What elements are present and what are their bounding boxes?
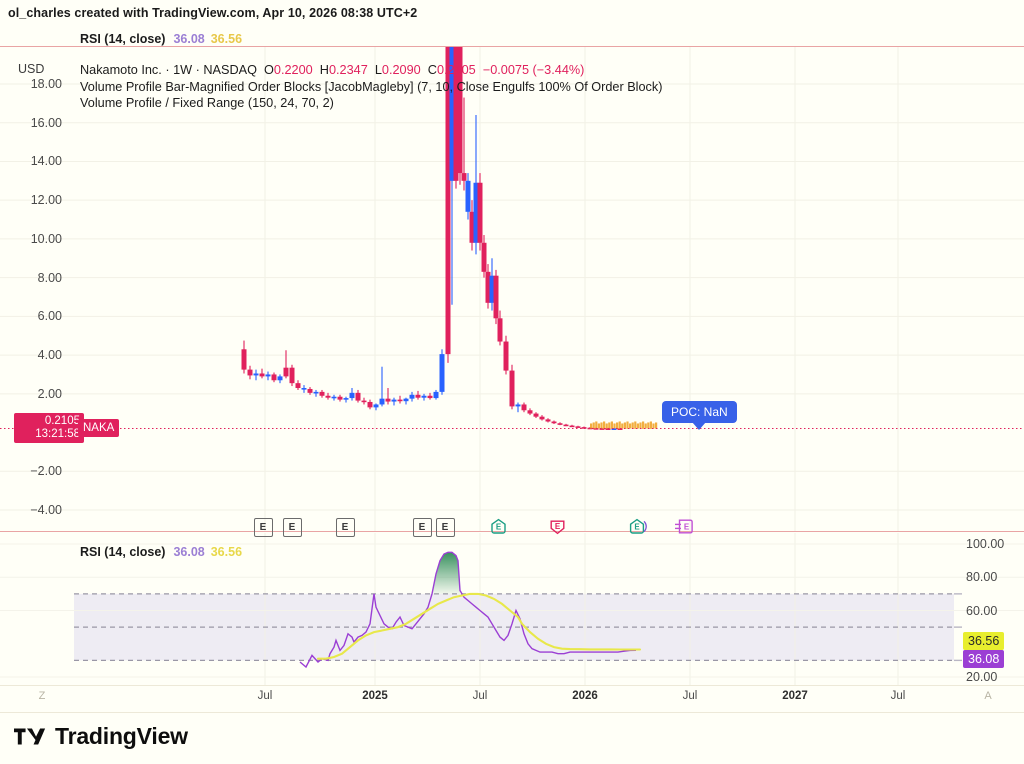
ohlc-close-value: 0.2105	[436, 63, 476, 77]
earnings-marker-square[interactable]: E	[253, 518, 273, 537]
top-rsi-legend-value-primary: 36.08	[173, 32, 205, 46]
tradingview-mark-icon	[14, 728, 46, 745]
tradingview-wordmark: TradingView	[55, 723, 188, 749]
price-y-tick: 10.00	[30, 231, 62, 246]
earnings-marker-shield[interactable]: E	[548, 518, 568, 535]
top-rsi-legend: RSI (14, close) 36.08 36.56	[80, 32, 242, 46]
x-axis-top-border	[0, 685, 1024, 686]
price-change: −0.0075 (−3.44%)	[482, 63, 585, 77]
attribution-text: ol_charles created with TradingView.com,…	[8, 6, 418, 20]
symbol-name[interactable]: Nakamoto Inc. · 1W · NASDAQ	[80, 63, 257, 77]
earnings-marker-square[interactable]: E	[412, 518, 432, 537]
rsi-y-tick: 100.00	[966, 537, 1005, 551]
x-axis-tick: 2027	[782, 690, 808, 702]
earnings-marker-square[interactable]: E	[335, 518, 355, 537]
price-y-tick: 12.00	[30, 193, 62, 208]
ohlc-high-label: H	[319, 63, 329, 77]
last-price-value: 0.2105	[44, 415, 80, 428]
price-y-tick: 18.00	[30, 77, 62, 91]
x-axis-right-marker: A	[984, 690, 992, 702]
x-axis-left-marker: Z	[38, 690, 46, 702]
rsi-legend[interactable]: RSI (14, close) 36.08 36.56	[80, 545, 242, 559]
rsi-value-primary: 36.08	[173, 545, 205, 559]
price-y-tick: 14.00	[30, 154, 62, 169]
price-y-tick: 6.00	[37, 309, 62, 324]
price-pane-background	[0, 47, 1024, 531]
earnings-marker-pentagon[interactable]: E	[489, 518, 509, 535]
earnings-marker-square[interactable]: E	[435, 518, 455, 537]
ohlc-close-label: C	[427, 63, 437, 77]
currency-label: USD	[18, 62, 45, 76]
price-y-tick: −4.00	[30, 503, 62, 517]
x-axis[interactable]: Z Jul 2025 Jul 2026 Jul 2027 Jul A	[0, 685, 1024, 713]
rsi-value-secondary: 36.56	[210, 545, 243, 559]
top-rsi-legend-label: RSI (14, close)	[80, 32, 166, 46]
price-pane[interactable]	[0, 47, 1024, 531]
ohlc-low-label: L	[374, 63, 382, 77]
pane-separator-top	[0, 46, 1024, 47]
earnings-marker-pentagon-arc[interactable]: E	[629, 518, 649, 535]
svg-text:E: E	[634, 522, 640, 531]
top-rsi-legend-value-secondary: 36.56	[210, 32, 243, 46]
tradingview-logo: TradingView	[14, 723, 188, 750]
rsi-chart-canvas	[0, 533, 1024, 685]
rsi-legend-label: RSI (14, close)	[80, 545, 166, 559]
svg-text:E: E	[496, 522, 502, 531]
study-label-1[interactable]: Volume Profile Bar-Magnified Order Block…	[80, 79, 663, 94]
x-axis-tick: Jul	[682, 690, 698, 702]
earnings-marker-dividend[interactable]: E	[674, 518, 694, 535]
ohlc-low-value: 0.2090	[381, 63, 421, 77]
x-axis-tick: Jul	[890, 690, 906, 702]
last-price-tag[interactable]: 0.2105 13:21:58	[14, 413, 84, 444]
ohlc-open-label: O	[264, 63, 274, 77]
rsi-y-tick: 60.00	[966, 603, 998, 618]
bar-countdown: 13:21:58	[35, 428, 80, 441]
symbol-price-tag[interactable]: NAKA	[78, 419, 120, 438]
rsi-value-badge[interactable]: 36.08	[963, 650, 1005, 669]
symbol-legend[interactable]: Nakamoto Inc. · 1W · NASDAQ O0.2200 H0.2…	[80, 62, 662, 112]
rsi-y-tick: 80.00	[966, 570, 998, 585]
x-axis-bottom-border	[0, 712, 1024, 713]
pane-separator-middle	[0, 531, 1024, 532]
svg-text:E: E	[555, 522, 561, 531]
x-axis-tick: 2025	[362, 690, 388, 702]
price-y-tick: 8.00	[37, 270, 62, 285]
price-y-tick: −2.00	[30, 464, 62, 479]
rsi-pane[interactable]	[0, 533, 1024, 685]
ohlc-high-value: 0.2347	[328, 63, 368, 77]
x-axis-tick: 2026	[572, 690, 598, 702]
symbol-legend-line-1: Nakamoto Inc. · 1W · NASDAQ O0.2200 H0.2…	[80, 62, 662, 79]
ohlc-open-value: 0.2200	[273, 63, 313, 77]
study-label-2[interactable]: Volume Profile / Fixed Range (150, 24, 7…	[80, 96, 334, 110]
price-chart-canvas	[0, 47, 1024, 531]
price-y-tick: 16.00	[30, 115, 62, 130]
earnings-marker-square[interactable]: E	[282, 518, 302, 537]
footer: TradingView	[0, 713, 1024, 764]
x-axis-tick: Jul	[257, 690, 273, 702]
rsi-y-tick: 20.00	[966, 670, 998, 684]
poc-marker[interactable]: POC: NaN	[662, 401, 737, 431]
rsi-ma-badge[interactable]: 36.56	[963, 632, 1005, 651]
price-y-tick: 4.00	[37, 348, 62, 363]
svg-text:E: E	[683, 522, 689, 531]
price-y-tick: 2.00	[37, 386, 62, 401]
x-axis-tick: Jul	[472, 690, 488, 702]
